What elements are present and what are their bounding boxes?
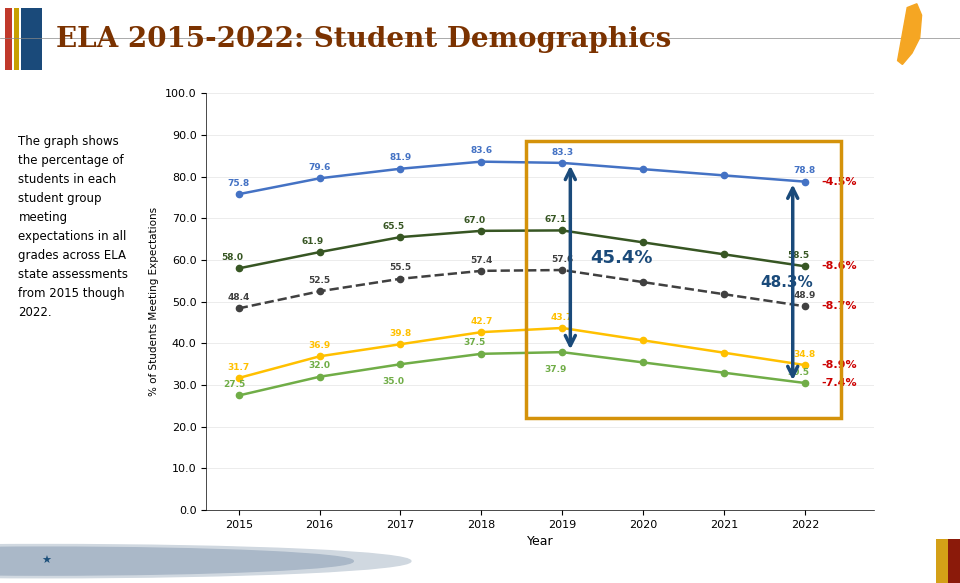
Line: White: White — [235, 227, 808, 272]
White — [718, 251, 730, 258]
Text: 48.4: 48.4 — [228, 293, 250, 302]
Text: 37.5: 37.5 — [464, 339, 486, 347]
African American — [475, 350, 487, 357]
Text: -8.9%: -8.9% — [821, 360, 856, 370]
White — [314, 248, 325, 255]
Bar — [948, 539, 960, 583]
Text: ELA 2015-2022: Student Demographics: ELA 2015-2022: Student Demographics — [56, 26, 671, 53]
African American — [718, 369, 730, 376]
Text: 81.9: 81.9 — [390, 153, 412, 163]
Text: 65.5: 65.5 — [382, 222, 404, 231]
Hispanic — [395, 340, 406, 347]
Text: 32.0: 32.0 — [308, 361, 330, 370]
Text: 67.1: 67.1 — [544, 215, 566, 224]
Text: 67.0: 67.0 — [464, 216, 486, 224]
African American — [557, 349, 568, 356]
All Students — [718, 291, 730, 298]
Text: 58.5: 58.5 — [787, 251, 809, 260]
All Students — [395, 275, 406, 282]
African American — [395, 361, 406, 368]
Asian — [314, 175, 325, 182]
African American — [637, 359, 649, 366]
Text: 42.7: 42.7 — [470, 317, 492, 326]
White — [233, 265, 245, 272]
All Students — [233, 305, 245, 312]
Text: 83.3: 83.3 — [551, 147, 573, 157]
Asian — [557, 159, 568, 166]
Text: 57.4: 57.4 — [470, 255, 492, 265]
White — [799, 263, 810, 270]
Line: All Students: All Students — [235, 267, 808, 311]
Bar — [526, 141, 841, 419]
Text: 37.9: 37.9 — [544, 364, 566, 374]
Text: 29: 29 — [903, 552, 930, 571]
Text: 34.8: 34.8 — [794, 350, 816, 359]
White — [557, 227, 568, 234]
Text: 78.8: 78.8 — [794, 166, 816, 175]
Bar — [936, 539, 948, 583]
Text: 31.7: 31.7 — [228, 363, 250, 371]
Circle shape — [0, 545, 411, 578]
Hispanic — [557, 325, 568, 332]
Asian — [233, 191, 245, 198]
Text: -8.6%: -8.6% — [821, 261, 856, 271]
African American — [799, 380, 810, 387]
Hispanic — [475, 329, 487, 336]
Hispanic — [233, 374, 245, 381]
Bar — [21, 8, 42, 70]
Bar — [14, 8, 19, 70]
Text: 27.5: 27.5 — [224, 380, 246, 389]
Bar — [5, 8, 12, 70]
All Students — [637, 279, 649, 286]
Line: African American: African American — [235, 349, 808, 399]
Hispanic — [637, 337, 649, 344]
Asian — [475, 158, 487, 165]
Asian — [799, 178, 810, 185]
Text: 75.8: 75.8 — [228, 179, 250, 188]
Polygon shape — [898, 3, 922, 65]
All Students — [557, 266, 568, 273]
Text: 58.0: 58.0 — [221, 253, 243, 262]
X-axis label: Year: Year — [527, 535, 553, 549]
Text: 83.6: 83.6 — [470, 146, 492, 155]
African American — [314, 373, 325, 380]
Line: Hispanic: Hispanic — [235, 325, 808, 381]
Asian — [395, 165, 406, 172]
Asian — [718, 172, 730, 179]
Text: The graph shows
the percentage of
students in each
student group
meeting
expecta: The graph shows the percentage of studen… — [18, 135, 129, 319]
Text: 45.4%: 45.4% — [590, 248, 653, 266]
Asian — [637, 166, 649, 173]
White — [475, 227, 487, 234]
White — [395, 234, 406, 241]
Y-axis label: % of Students Meeting Expectations: % of Students Meeting Expectations — [150, 207, 159, 396]
Text: 55.5: 55.5 — [390, 264, 412, 272]
Text: 61.9: 61.9 — [301, 237, 324, 246]
Text: 35.0: 35.0 — [382, 377, 404, 386]
Text: 48.9: 48.9 — [794, 291, 816, 300]
Text: 39.8: 39.8 — [390, 329, 412, 338]
Text: 79.6: 79.6 — [308, 163, 331, 172]
Text: 52.5: 52.5 — [308, 276, 330, 285]
Line: Asian: Asian — [235, 159, 808, 197]
Text: -8.7%: -8.7% — [821, 301, 856, 311]
Hispanic — [799, 361, 810, 368]
All Students — [475, 268, 487, 275]
All Students — [314, 288, 325, 295]
Hispanic — [718, 349, 730, 356]
Text: 43.7: 43.7 — [551, 312, 573, 322]
All Students — [799, 303, 810, 310]
Text: ★: ★ — [41, 556, 51, 566]
Text: 48.3%: 48.3% — [760, 275, 813, 290]
White — [637, 239, 649, 246]
Hispanic — [314, 353, 325, 360]
Text: -4.5%: -4.5% — [821, 177, 856, 187]
Circle shape — [0, 547, 353, 575]
Text: -7.4%: -7.4% — [821, 378, 856, 388]
African American — [233, 392, 245, 399]
Text: 30.5: 30.5 — [787, 368, 809, 377]
Text: *State results do not include grade 10, grade 11 and grade 12 students.: *State results do not include grade 10, … — [110, 556, 488, 566]
Text: 57.6: 57.6 — [551, 255, 573, 264]
Text: 36.9: 36.9 — [308, 341, 331, 350]
